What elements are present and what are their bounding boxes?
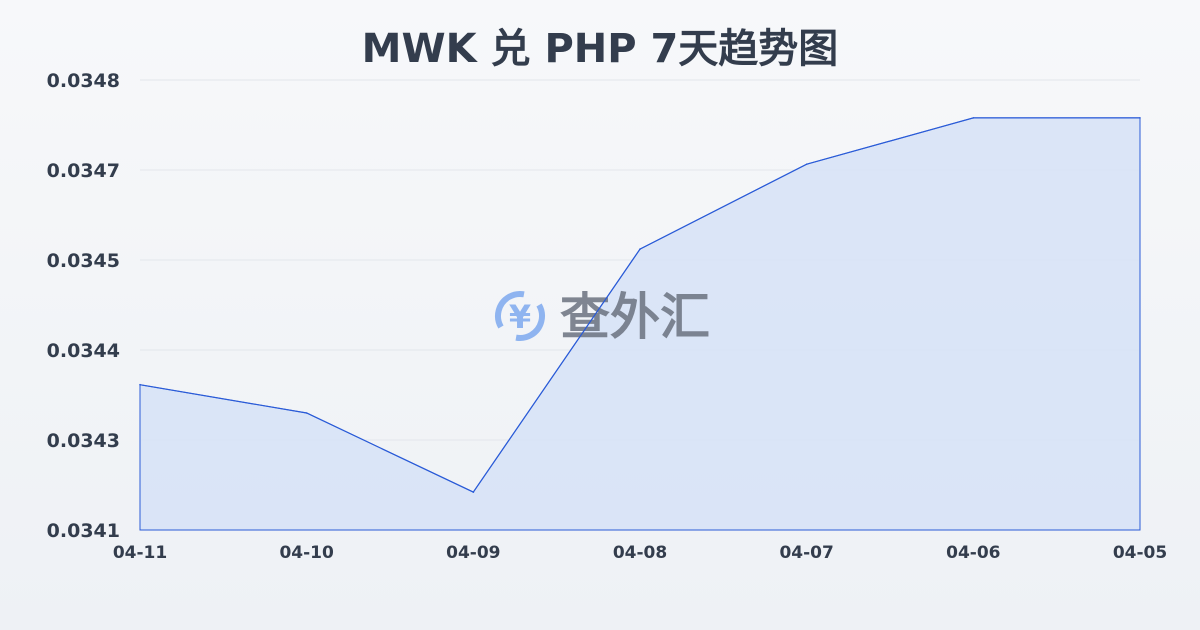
x-tick-label: 04-06	[946, 543, 1000, 563]
x-axis: 04-11 04-10 04-09 04-08 04-07 04-06 04-05	[113, 543, 1167, 563]
chart-title: MWK 兑 PHP 7天趋势图	[362, 26, 839, 72]
data-points	[139, 117, 1141, 493]
watermark-text: 查外汇	[560, 288, 710, 346]
data-point	[139, 383, 141, 386]
x-tick-label: 04-07	[779, 543, 833, 563]
yen-exchange-icon: ¥	[495, 291, 545, 341]
data-point	[305, 412, 308, 414]
data-point	[972, 117, 975, 119]
data-point	[1139, 117, 1141, 119]
y-tick-label: 0.0344	[47, 340, 120, 362]
x-tick-label: 04-08	[613, 543, 667, 563]
y-tick-label: 0.0345	[47, 250, 120, 272]
x-tick-label: 04-09	[446, 543, 500, 563]
y-tick-label: 0.0347	[47, 160, 120, 182]
y-tick-label: 0.0343	[47, 430, 120, 452]
watermark: ¥ 查外汇	[495, 288, 710, 346]
y-axis: 0.0341 0.0343 0.0344 0.0345 0.0347 0.0348	[47, 70, 120, 542]
y-tick-label: 0.0341	[47, 520, 120, 542]
x-tick-label: 04-11	[113, 543, 167, 563]
y-tick-label: 0.0348	[47, 70, 120, 92]
data-point	[472, 491, 475, 493]
svg-text:¥: ¥	[509, 298, 531, 336]
x-tick-label: 04-05	[1113, 543, 1167, 563]
x-tick-label: 04-10	[279, 543, 334, 563]
data-point	[805, 163, 808, 166]
data-point	[639, 248, 641, 250]
